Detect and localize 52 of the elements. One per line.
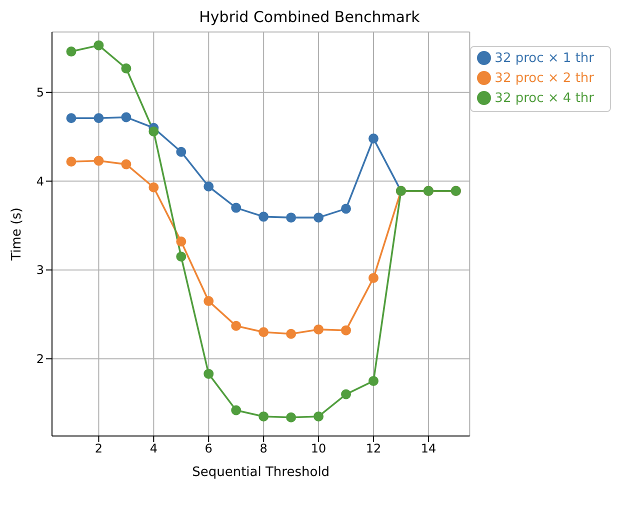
y-tick-label: 2 (36, 352, 44, 366)
point (314, 411, 324, 422)
point (148, 126, 159, 136)
x-tick-label: 2 (94, 442, 103, 456)
point (368, 272, 378, 283)
point (66, 156, 76, 167)
y-axis-title: Time (s) (10, 208, 25, 262)
point (121, 112, 132, 122)
x-tick-label: 14 (420, 442, 436, 456)
point (341, 204, 352, 214)
point (368, 376, 378, 386)
legend-label: 32 proc × 1 thr (494, 51, 594, 66)
point (231, 405, 242, 416)
point (94, 113, 104, 124)
point (66, 113, 76, 124)
point (258, 212, 269, 222)
legend-label: 32 proc × 2 thr (494, 71, 594, 86)
point (341, 325, 352, 336)
point (94, 156, 104, 166)
point (176, 252, 186, 262)
x-tick-label: 10 (310, 442, 326, 456)
point (204, 368, 214, 379)
point (148, 182, 159, 192)
point (258, 327, 269, 338)
point (121, 63, 132, 74)
point (286, 412, 296, 422)
y-tick-label: 4 (36, 174, 44, 188)
legend-label: 32 proc × 4 thr (494, 91, 594, 106)
point (94, 40, 104, 50)
point (176, 236, 186, 247)
x-axis-title: Sequential Threshold (192, 465, 330, 480)
x-tick-label: 4 (150, 442, 158, 456)
y-tick-label: 3 (36, 263, 44, 278)
point (314, 324, 324, 334)
x-tick-label: 6 (204, 442, 212, 456)
point (66, 46, 76, 57)
point (314, 212, 324, 223)
point (121, 159, 132, 170)
x-tick-label: 12 (366, 442, 382, 456)
point (231, 320, 242, 331)
point (286, 212, 296, 223)
x-tick-label: 8 (260, 442, 268, 456)
point (231, 202, 242, 213)
point (176, 146, 186, 157)
y-tick-label: 5 (36, 86, 44, 100)
point (258, 411, 269, 422)
point (204, 296, 214, 306)
point (204, 181, 214, 192)
point (286, 328, 296, 339)
chart-title: Hybrid Combined Benchmark (198, 8, 421, 26)
point (368, 134, 378, 144)
point (341, 389, 352, 400)
